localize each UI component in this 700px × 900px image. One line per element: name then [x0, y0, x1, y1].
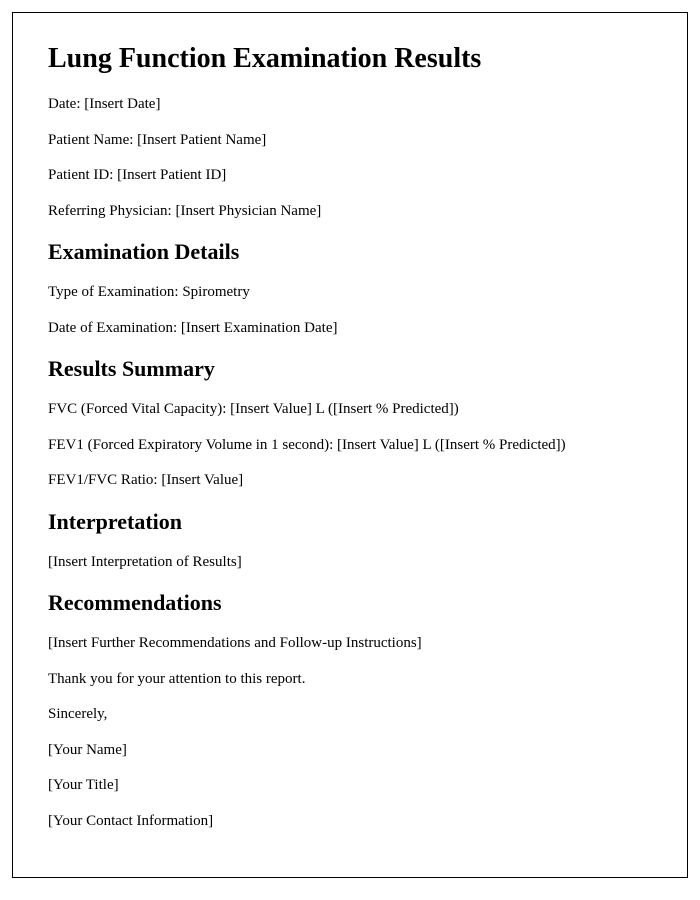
sincerely-text: Sincerely, [48, 705, 652, 725]
fev1-value: [Insert Value] L ([Insert % Predicted]) [337, 437, 566, 453]
fvc-line: FVC (Forced Vital Capacity): [Insert Val… [48, 400, 652, 420]
exam-date-value: [Insert Examination Date] [181, 320, 338, 336]
interpretation-heading: Interpretation [48, 509, 652, 535]
exam-details-heading: Examination Details [48, 239, 652, 265]
fev1-label: FEV1 (Forced Expiratory Volume in 1 seco… [48, 437, 337, 453]
date-value: [Insert Date] [84, 96, 160, 112]
exam-date-label: Date of Examination: [48, 320, 181, 336]
document-container: Lung Function Examination Results Date: … [12, 12, 688, 878]
ratio-label: FEV1/FVC Ratio: [48, 472, 161, 488]
patient-id-value: [Insert Patient ID] [117, 167, 226, 183]
fev1-line: FEV1 (Forced Expiratory Volume in 1 seco… [48, 436, 652, 456]
exam-type-line: Type of Examination: Spirometry [48, 283, 652, 303]
exam-type-label: Type of Examination: [48, 284, 182, 300]
patient-name-line: Patient Name: [Insert Patient Name] [48, 131, 652, 151]
fvc-value: [Insert Value] L ([Insert % Predicted]) [230, 401, 459, 417]
interpretation-text: [Insert Interpretation of Results] [48, 553, 652, 573]
patient-name-label: Patient Name: [48, 132, 137, 148]
results-heading: Results Summary [48, 356, 652, 382]
ratio-value: [Insert Value] [161, 472, 243, 488]
recommendations-heading: Recommendations [48, 590, 652, 616]
physician-label: Referring Physician: [48, 203, 175, 219]
fvc-label: FVC (Forced Vital Capacity): [48, 401, 230, 417]
signature-title: [Your Title] [48, 776, 652, 796]
patient-id-line: Patient ID: [Insert Patient ID] [48, 166, 652, 186]
exam-date-line: Date of Examination: [Insert Examination… [48, 319, 652, 339]
physician-line: Referring Physician: [Insert Physician N… [48, 202, 652, 222]
patient-name-value: [Insert Patient Name] [137, 132, 266, 148]
signature-contact: [Your Contact Information] [48, 812, 652, 832]
recommendations-text: [Insert Further Recommendations and Foll… [48, 634, 652, 654]
date-line: Date: [Insert Date] [48, 95, 652, 115]
signature-name: [Your Name] [48, 741, 652, 761]
exam-type-value: Spirometry [182, 284, 250, 300]
patient-id-label: Patient ID: [48, 167, 117, 183]
date-label: Date: [48, 96, 84, 112]
physician-value: [Insert Physician Name] [175, 203, 321, 219]
ratio-line: FEV1/FVC Ratio: [Insert Value] [48, 471, 652, 491]
main-title: Lung Function Examination Results [48, 43, 652, 75]
thank-you-text: Thank you for your attention to this rep… [48, 670, 652, 690]
